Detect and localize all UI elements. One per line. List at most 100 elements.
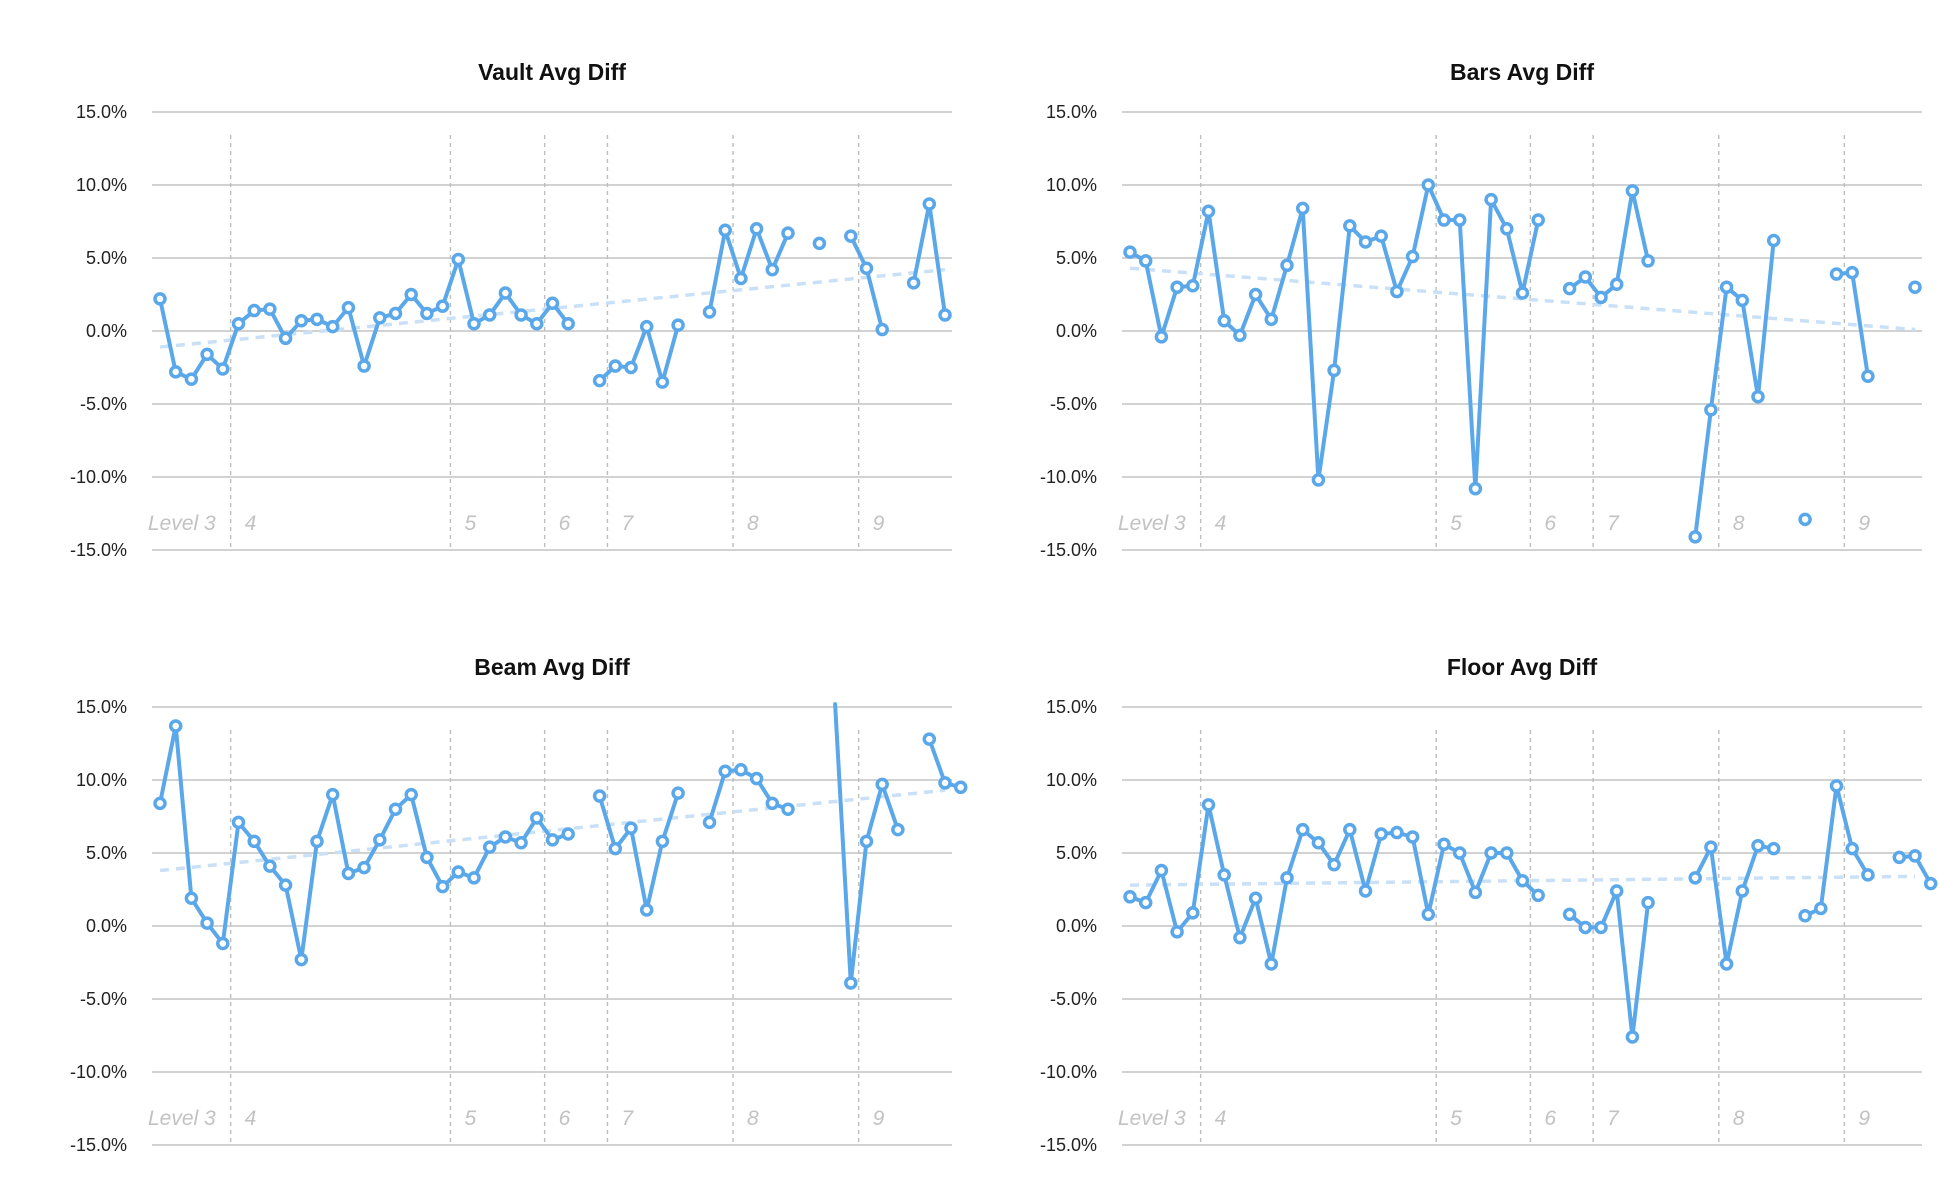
data-point	[1609, 884, 1624, 898]
data-point	[765, 262, 780, 277]
data-point	[168, 365, 183, 379]
level-label-5: 5	[1450, 512, 1462, 535]
y-tick-label: 10.0%	[1046, 175, 1097, 195]
data-point	[1704, 403, 1718, 417]
data-point	[451, 252, 466, 267]
y-tick-label: -10.0%	[1040, 467, 1097, 487]
data-point	[1186, 906, 1200, 920]
data-point	[200, 347, 214, 362]
level-label-8: 8	[1733, 1107, 1745, 1130]
data-point	[514, 308, 528, 322]
data-point	[216, 362, 230, 376]
data-point	[1295, 201, 1310, 216]
data-point	[1248, 891, 1263, 906]
data-point	[294, 314, 309, 328]
level-label-7: 7	[621, 1107, 634, 1130]
data-point	[1704, 840, 1718, 854]
data-point	[404, 287, 418, 302]
data-point	[1154, 863, 1169, 878]
data-point	[875, 322, 889, 337]
data-point	[1735, 884, 1750, 898]
y-tick-label: -10.0%	[70, 1062, 127, 1082]
data-point	[671, 318, 685, 332]
data-point	[906, 276, 921, 290]
data-point	[498, 286, 513, 300]
data-point	[749, 771, 764, 786]
y-tick-label: -5.0%	[1050, 394, 1097, 414]
y-tick-label: 0.0%	[86, 321, 127, 341]
data-point	[1295, 822, 1310, 837]
data-point	[294, 952, 309, 967]
data-point	[1311, 836, 1326, 850]
level-label-6: 6	[559, 1107, 571, 1130]
chart-title: Beam Avg Diff	[474, 654, 630, 680]
y-tick-label: -15.0%	[70, 540, 127, 560]
data-point	[498, 830, 513, 844]
data-point	[1468, 481, 1483, 496]
data-point	[1861, 369, 1875, 384]
y-tick-label: 5.0%	[86, 843, 127, 863]
data-point	[278, 331, 293, 346]
data-point	[1248, 287, 1263, 302]
data-point	[1861, 868, 1875, 882]
data-point	[592, 789, 607, 803]
data-point	[1845, 265, 1859, 280]
data-point	[325, 787, 340, 802]
level-label-level-3: Level 3	[148, 1107, 216, 1130]
data-point	[655, 375, 670, 389]
y-tick-label: 15.0%	[1046, 102, 1097, 122]
data-point	[341, 866, 356, 881]
data-point	[435, 299, 450, 313]
y-tick-label: 15.0%	[76, 102, 127, 122]
data-point	[1515, 286, 1530, 300]
trend-line	[159, 788, 946, 873]
data-point	[1405, 249, 1420, 264]
y-tick-label: 0.0%	[1056, 321, 1097, 341]
level-label-5: 5	[464, 1107, 476, 1130]
data-point	[1390, 284, 1404, 299]
data-point	[1531, 888, 1545, 903]
data-point	[1845, 841, 1859, 856]
data-point	[671, 786, 685, 800]
data-point	[781, 802, 795, 816]
data-point	[734, 271, 748, 286]
data-point	[373, 833, 387, 847]
data-point	[1217, 314, 1231, 328]
series-line	[1128, 802, 1541, 966]
level-label-level-3: Level 3	[1118, 1107, 1186, 1130]
y-tick-label: -15.0%	[1040, 540, 1097, 560]
data-point	[859, 261, 874, 275]
y-tick-label: 10.0%	[76, 770, 127, 790]
data-point	[592, 373, 607, 388]
y-tick-label: 0.0%	[1056, 916, 1097, 936]
data-point	[357, 359, 371, 373]
data-point	[1829, 779, 1844, 793]
chart-title: Bars Avg Diff	[1450, 59, 1594, 85]
data-point	[1452, 213, 1467, 227]
data-point	[325, 319, 340, 334]
data-point	[1594, 290, 1608, 305]
data-point	[1751, 838, 1765, 853]
data-point	[1719, 280, 1734, 294]
data-point	[310, 312, 324, 327]
data-point	[1562, 281, 1577, 296]
vault-avg-diff-chart: Vault Avg Diff 15.0% 10.0% 5.0% 0.0% -5.0% -10…	[70, 59, 952, 560]
series-line	[1693, 238, 1776, 539]
data-point	[216, 936, 230, 951]
data-point	[1437, 837, 1451, 851]
data-point	[702, 305, 717, 319]
data-point	[718, 223, 732, 238]
y-tick-label: -10.0%	[70, 467, 127, 487]
data-point	[812, 236, 827, 251]
level-label-9: 9	[873, 1107, 885, 1130]
level-label-9: 9	[873, 512, 885, 535]
level-label-9: 9	[1858, 1107, 1870, 1130]
data-point	[734, 763, 748, 777]
data-point	[231, 815, 246, 830]
y-tick-label: 5.0%	[1056, 248, 1097, 268]
data-point	[1170, 280, 1184, 294]
data-point	[1170, 925, 1184, 939]
data-point	[938, 308, 952, 322]
data-point	[530, 811, 544, 825]
